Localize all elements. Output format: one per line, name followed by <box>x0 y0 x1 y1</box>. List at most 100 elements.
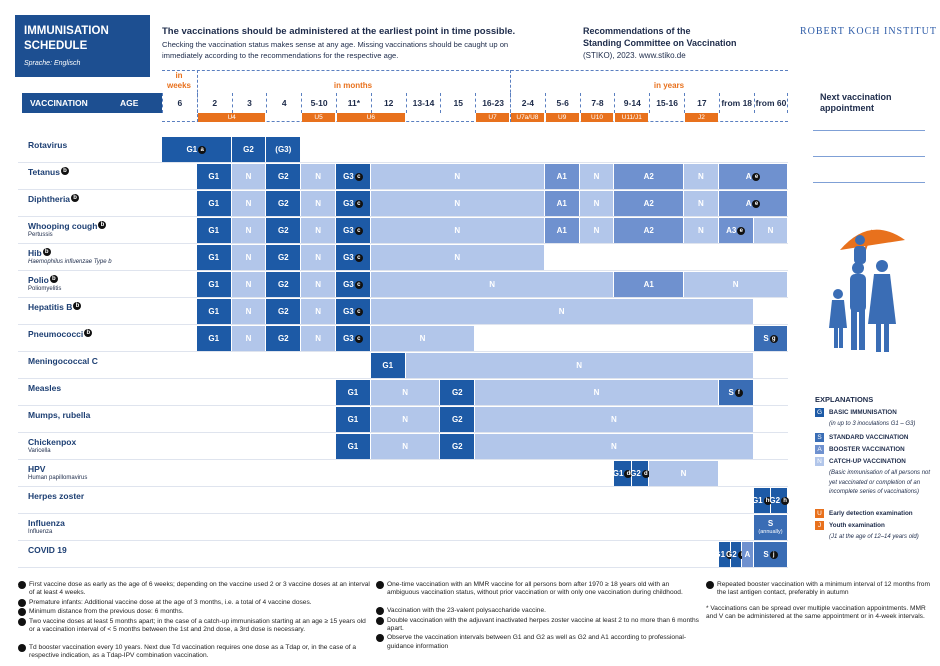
vaccination-head: VACCINATION <box>30 98 88 108</box>
schedule-cell: G1 a <box>162 137 231 162</box>
footnote-marker: b <box>98 221 107 229</box>
cell-text: A <box>745 198 752 208</box>
schedule-cell: G1 <box>196 272 231 297</box>
vaccine-subtitle: Poliomyelitis <box>28 286 62 292</box>
schedule-cell: N <box>684 191 718 216</box>
footnote: j Repeated booster vaccination with a min… <box>704 581 931 598</box>
schedule-cell: G2 <box>440 380 475 405</box>
schedule-cell: N <box>301 191 335 216</box>
age-label: 9-14 <box>614 93 649 113</box>
footnote-text: Vaccination with the 23-valent polysacch… <box>387 607 546 615</box>
vaccine-name: Chickenpox <box>28 437 76 447</box>
cell-label: G3 c <box>343 279 363 289</box>
cell-text: G3 <box>343 279 354 289</box>
footnote: e Td booster vaccination every 10 years. … <box>15 643 373 661</box>
cell-text: S <box>728 387 734 397</box>
cell-label: G1 <box>348 442 359 451</box>
exam-label: J2 <box>685 113 718 122</box>
cell-label: N <box>454 172 460 181</box>
cell-text: N <box>698 171 704 181</box>
footnote-text: Repeated booster vaccination with a mini… <box>717 581 930 597</box>
cell-label: G1 <box>382 360 394 370</box>
cell-label: G3 c <box>343 199 363 208</box>
cell-label: G2 <box>243 144 254 154</box>
schedule-cell: N <box>231 164 266 189</box>
cell-label: N <box>246 307 252 316</box>
row-line <box>18 297 788 298</box>
cell-text: G1 <box>208 306 220 316</box>
cell-text: G3 <box>343 225 354 235</box>
cell-label: G2 <box>277 333 289 343</box>
cell-text: N <box>315 279 321 289</box>
vaccine-name-text: Pneumococci <box>28 329 84 339</box>
cell-label: A1 <box>557 199 567 208</box>
legend-desc: (Basic immunisation of all persons not y… <box>829 470 931 495</box>
cell-label: N <box>246 226 252 235</box>
cell-text: N <box>610 414 617 424</box>
cell-text: G2 <box>277 198 289 208</box>
footnote-marker: j <box>769 550 778 559</box>
footnote-marker: h <box>781 496 790 505</box>
schedule-cell: A <box>742 542 753 567</box>
vaccine-name: Whooping cough b <box>28 221 107 231</box>
cell-label: G1 <box>208 172 219 181</box>
age-label: 11* <box>336 93 371 113</box>
footnote-text: Observe the vaccination intervals betwee… <box>387 634 687 650</box>
cell-text: G2 <box>277 333 289 343</box>
age-label: 15 <box>440 93 475 113</box>
schedule-cell: N <box>301 245 335 270</box>
cell-label: G2 <box>452 388 463 397</box>
cell-label: N <box>454 199 460 208</box>
cell-text: G1 <box>347 414 359 424</box>
cell-label: N <box>315 279 321 289</box>
cell-text: G1 <box>382 360 394 370</box>
footnote-letter: c <box>15 608 26 617</box>
legend-desc: (J1 at the age of 12–14 years old) <box>829 534 919 540</box>
schedule-cell: G1 <box>196 191 231 216</box>
cell-label: G1 <box>208 333 220 343</box>
cell-text: G2 <box>243 144 254 154</box>
cell-text: N <box>315 333 321 343</box>
cell-label: A <box>744 550 750 559</box>
vaccination-age-bar <box>22 93 162 113</box>
schedule-cell: G2 <box>266 272 301 297</box>
cell-text: G2 <box>277 225 289 235</box>
cell-text: G1 <box>347 387 359 397</box>
exam-label: U9 <box>545 113 579 122</box>
institute: ROBERT KOCH INSTITUT <box>800 26 937 37</box>
cell-label: G3 c <box>343 172 363 181</box>
cell-label: G1 a <box>186 145 207 154</box>
schedule-cell: N <box>579 218 614 243</box>
cell-label: N <box>681 469 687 478</box>
footnote-marker: b <box>60 167 69 175</box>
cell-label: N <box>698 225 704 235</box>
cell-text: N <box>593 198 600 208</box>
schedule-cell: G1 <box>196 164 231 189</box>
schedule-cell: G1 <box>196 299 231 324</box>
schedule-cell: G3 c <box>336 218 370 243</box>
row-line <box>18 378 788 379</box>
footnote-marker: f <box>734 388 743 397</box>
recommendations: Recommendations of the <box>583 26 691 36</box>
schedule-cell: G2 <box>266 218 301 243</box>
footnote-text: First vaccine dose as early as the age o… <box>29 581 370 597</box>
cell-text: G1 <box>208 333 220 343</box>
footnote-marker: g <box>769 334 778 343</box>
legend-desc: (in up to 3 inoculations G1 – G3) <box>829 421 916 427</box>
cell-text: G2 <box>630 468 641 478</box>
cell-text: G2 <box>726 549 737 559</box>
footnote-marker: e <box>752 199 761 208</box>
schedule-cell: N <box>370 326 475 351</box>
schedule-cell: G1 <box>336 407 370 432</box>
cell-text: N <box>698 225 704 235</box>
vaccine-name: Meningococcal C <box>28 356 98 366</box>
schedule-cell: N <box>405 353 753 378</box>
footnote: d Two vaccine doses at least 5 months apa… <box>15 617 373 635</box>
schedule-cell: N <box>370 272 614 297</box>
schedule-cell: A2 <box>614 191 683 216</box>
vaccine-name-text: HPV <box>28 464 46 474</box>
schedule-cell: G2 d <box>630 461 650 486</box>
